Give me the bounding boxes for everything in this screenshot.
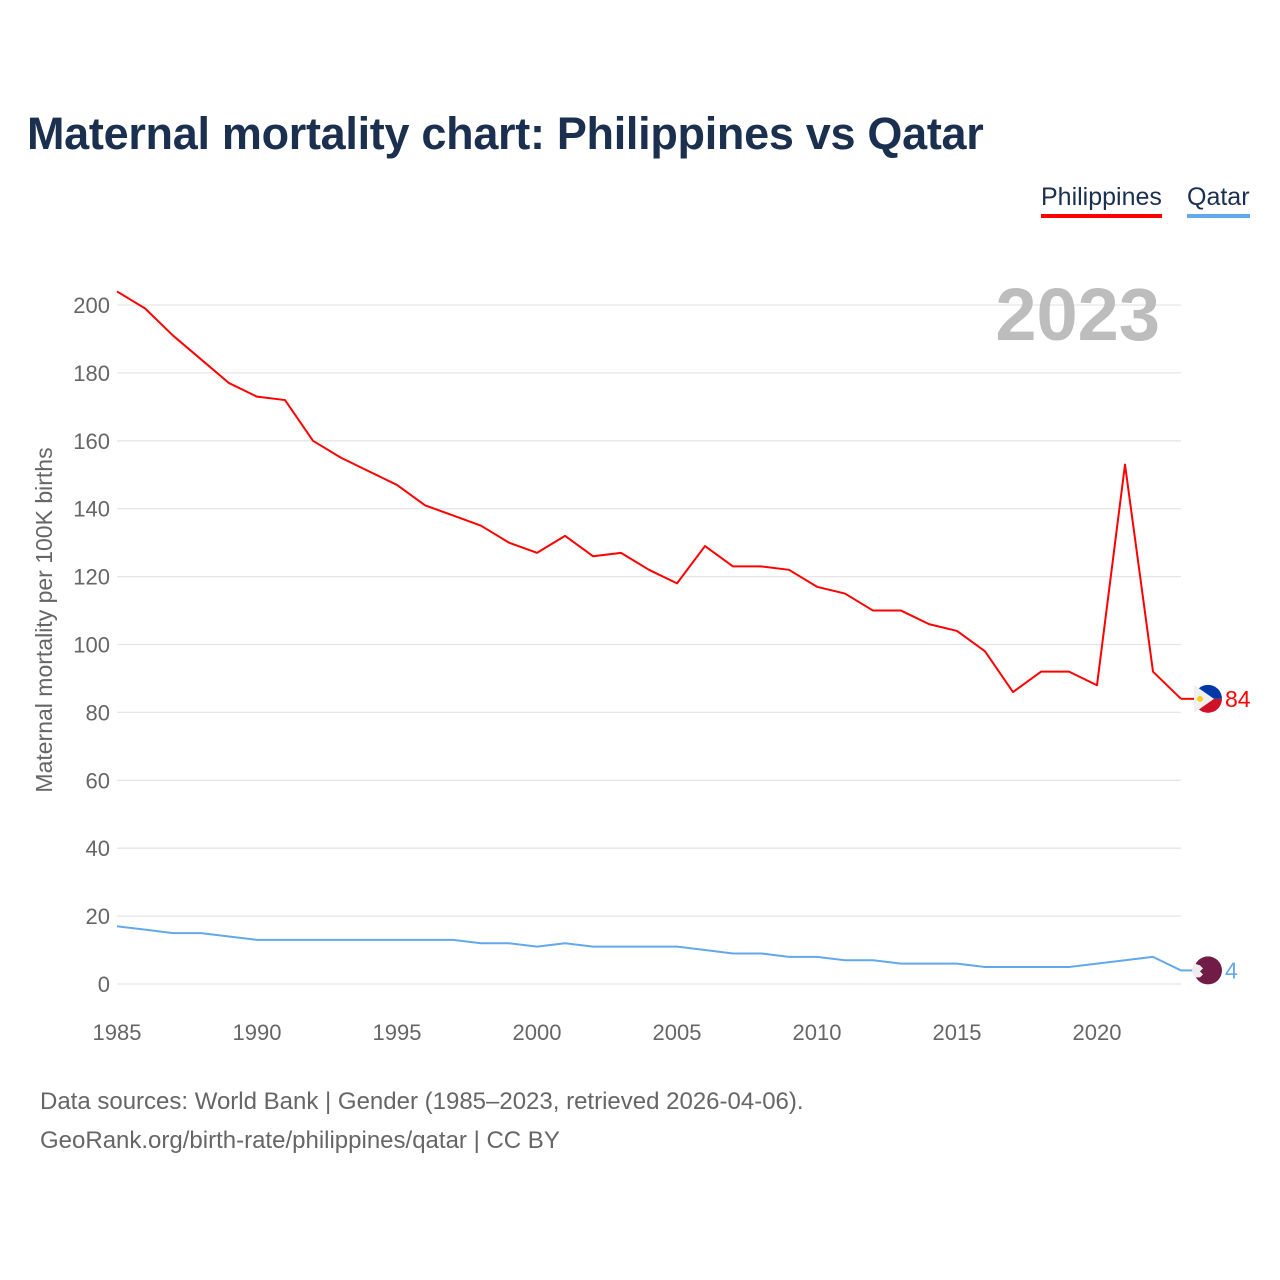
- end-value-label: 84: [1225, 686, 1251, 712]
- legend-qatar[interactable]: Qatar: [1187, 183, 1250, 218]
- y-tick-label: 20: [86, 904, 110, 929]
- series-line-qatar: [116, 925, 1182, 972]
- x-tick-label: 1995: [373, 1020, 422, 1045]
- qatar-flag-icon: [1192, 963, 1203, 978]
- x-tick-label: 2010: [793, 1020, 842, 1045]
- y-tick-label: 140: [73, 497, 110, 522]
- x-tick-label: 2020: [1073, 1020, 1122, 1045]
- y-tick-label: 40: [86, 836, 110, 861]
- y-tick-label: 100: [73, 633, 110, 658]
- end-value-label: 4: [1225, 957, 1238, 983]
- philippines-flag-icon: [1194, 684, 1214, 713]
- y-tick-label: 160: [73, 429, 110, 454]
- y-tick-label: 120: [73, 565, 110, 590]
- y-tick-label: 80: [86, 700, 110, 725]
- x-tick-label: 2005: [653, 1020, 702, 1045]
- x-tick-label: 2015: [933, 1020, 982, 1045]
- footer-source: Data sources: World Bank | Gender (1985–…: [40, 1088, 804, 1115]
- footer-link[interactable]: GeoRank.org/birth-rate/philippines/qatar…: [40, 1127, 560, 1154]
- x-tick-label: 2000: [513, 1020, 562, 1045]
- x-tick-label: 1990: [233, 1020, 282, 1045]
- series-line-philippines: [116, 290, 1182, 700]
- year-watermark: 2023: [995, 273, 1160, 356]
- y-axis-label: Maternal mortality per 100K births: [31, 447, 57, 792]
- qatar-flag-icon: [1194, 956, 1222, 985]
- y-tick-label: 0: [98, 972, 110, 997]
- y-tick-label: 180: [73, 361, 110, 386]
- chart-title: Maternal mortality chart: Philippines vs…: [27, 108, 984, 159]
- legend-philippines[interactable]: Philippines: [1041, 183, 1162, 218]
- y-tick-label: 60: [86, 768, 110, 793]
- philippines-flag-sun: [1197, 695, 1203, 702]
- y-tick-label: 200: [73, 293, 110, 318]
- x-tick-label: 1985: [93, 1020, 142, 1045]
